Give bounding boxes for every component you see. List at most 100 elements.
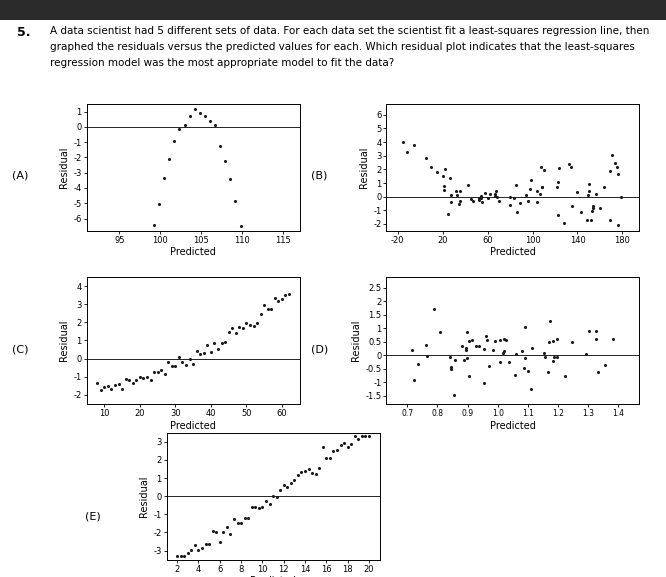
Point bbox=[553, 163, 564, 173]
Point bbox=[545, 316, 555, 325]
Point bbox=[551, 334, 562, 343]
Point bbox=[481, 332, 492, 341]
Point bbox=[443, 209, 454, 219]
Point bbox=[490, 190, 500, 199]
Point bbox=[401, 147, 412, 156]
Point bbox=[303, 464, 314, 474]
Point bbox=[495, 335, 505, 344]
Point bbox=[282, 482, 292, 491]
Point bbox=[149, 367, 159, 376]
Point bbox=[191, 346, 202, 355]
Point bbox=[270, 294, 280, 303]
Point bbox=[446, 363, 456, 372]
Point bbox=[523, 196, 533, 205]
Y-axis label: Residual: Residual bbox=[59, 147, 69, 188]
Point bbox=[133, 317, 144, 327]
Point bbox=[461, 344, 472, 353]
Point bbox=[547, 336, 558, 346]
Point bbox=[182, 548, 193, 557]
Point bbox=[228, 514, 239, 523]
Point bbox=[492, 193, 503, 202]
Point bbox=[127, 378, 138, 387]
Point bbox=[407, 346, 418, 355]
Point bbox=[581, 215, 592, 224]
Point bbox=[548, 352, 559, 361]
Point bbox=[189, 104, 200, 114]
Point bbox=[508, 193, 519, 202]
Point bbox=[106, 384, 117, 394]
Point bbox=[200, 539, 211, 549]
Point bbox=[499, 335, 509, 344]
Point bbox=[446, 197, 457, 207]
Point bbox=[494, 196, 504, 205]
Point bbox=[615, 192, 626, 201]
Point bbox=[335, 441, 346, 450]
Point bbox=[428, 304, 439, 313]
Point bbox=[420, 340, 431, 349]
Point bbox=[248, 321, 259, 330]
Text: graphed the residuals versus the predicted values for each. Which residual plot : graphed the residuals versus the predict… bbox=[50, 42, 635, 52]
Point bbox=[520, 354, 531, 363]
Point bbox=[558, 218, 569, 227]
Point bbox=[235, 221, 246, 230]
Point bbox=[364, 432, 374, 441]
X-axis label: Predicted: Predicted bbox=[170, 421, 216, 430]
Point bbox=[527, 344, 537, 353]
Point bbox=[240, 251, 251, 260]
Point bbox=[196, 544, 207, 553]
Point bbox=[426, 162, 437, 171]
Point bbox=[190, 540, 200, 549]
Point bbox=[139, 282, 149, 291]
Point bbox=[525, 384, 536, 394]
Point bbox=[174, 352, 184, 361]
Point bbox=[586, 215, 597, 224]
Point bbox=[138, 373, 149, 383]
Point bbox=[159, 174, 169, 183]
Point bbox=[559, 371, 570, 380]
Point bbox=[163, 358, 174, 367]
Point bbox=[108, 542, 119, 552]
Point bbox=[511, 208, 522, 217]
Point bbox=[595, 203, 605, 212]
Point bbox=[583, 190, 593, 199]
Y-axis label: Residual: Residual bbox=[59, 320, 69, 361]
Point bbox=[223, 327, 234, 336]
Point bbox=[446, 365, 456, 374]
Point bbox=[444, 353, 455, 362]
Point bbox=[256, 358, 266, 367]
Point bbox=[575, 207, 586, 216]
Point bbox=[225, 529, 236, 538]
Point bbox=[214, 537, 225, 546]
Point bbox=[480, 189, 490, 198]
Point bbox=[478, 379, 489, 388]
Point bbox=[432, 167, 442, 177]
Point bbox=[200, 111, 210, 121]
Point bbox=[540, 352, 551, 361]
Point bbox=[519, 323, 530, 332]
Point bbox=[583, 186, 594, 196]
Point bbox=[483, 194, 494, 203]
Point bbox=[276, 540, 286, 549]
Point bbox=[170, 361, 180, 370]
Point bbox=[241, 319, 252, 328]
Point bbox=[455, 196, 466, 205]
X-axis label: Predicted: Predicted bbox=[490, 248, 535, 257]
Point bbox=[169, 137, 180, 146]
Point bbox=[583, 326, 594, 335]
Point bbox=[234, 322, 244, 331]
Point bbox=[604, 216, 615, 225]
Point bbox=[537, 182, 547, 192]
Point bbox=[259, 301, 270, 310]
Point bbox=[271, 492, 282, 501]
Point bbox=[328, 446, 339, 455]
Point bbox=[495, 358, 505, 367]
Point bbox=[613, 221, 623, 230]
Point bbox=[194, 108, 205, 117]
Point bbox=[175, 552, 186, 561]
Point bbox=[474, 195, 485, 204]
Point bbox=[215, 141, 226, 151]
Point bbox=[149, 220, 159, 230]
Point bbox=[95, 385, 106, 394]
Point bbox=[255, 309, 266, 319]
Point bbox=[264, 499, 275, 508]
